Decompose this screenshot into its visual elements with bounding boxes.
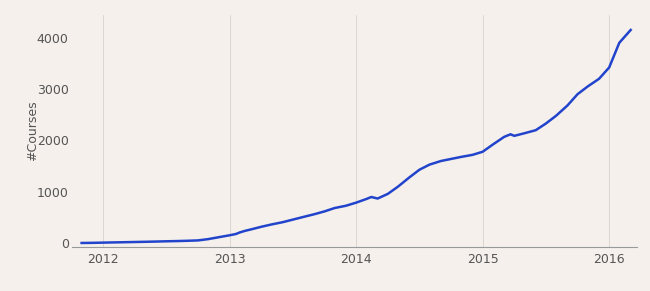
Y-axis label: #Courses: #Courses (26, 101, 39, 161)
